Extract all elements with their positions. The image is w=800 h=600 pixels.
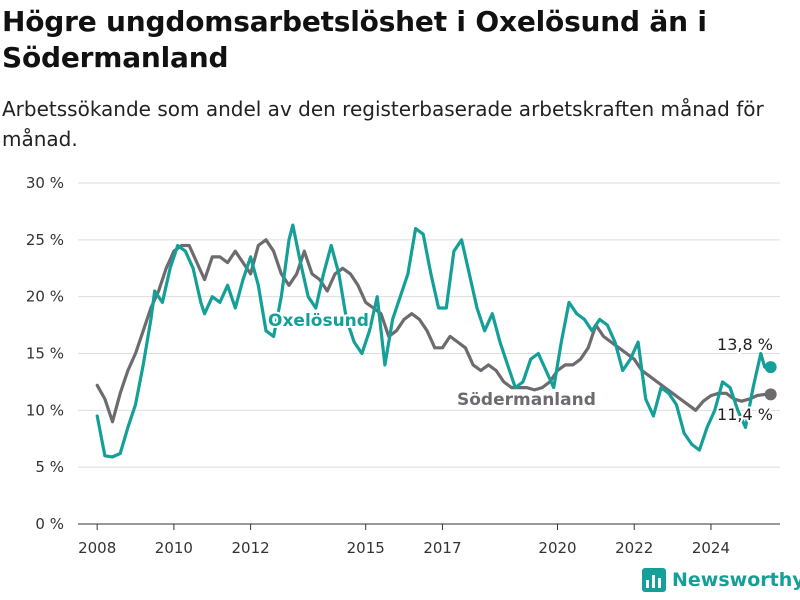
series-line-oxelosund bbox=[95, 223, 767, 459]
x-tick-label: 2017 bbox=[423, 539, 461, 557]
y-tick-label: 20 % bbox=[26, 288, 64, 306]
x-tick-label: 2010 bbox=[155, 539, 193, 557]
x-tick-label: 2015 bbox=[347, 539, 385, 557]
series-endpoint-sodermanland bbox=[764, 388, 777, 401]
series-label-sodermanland: Södermanland bbox=[457, 390, 596, 410]
chart-title: Högre ungdomsarbetslöshet i Oxelösund än… bbox=[2, 5, 707, 74]
x-tick-label: 2008 bbox=[78, 539, 116, 557]
x-tick-label: 2022 bbox=[615, 539, 653, 557]
x-tick-label: 2024 bbox=[692, 539, 730, 557]
y-tick-label: 10 % bbox=[26, 401, 64, 419]
x-tick-label: 2012 bbox=[232, 539, 270, 557]
series-label-oxelosund: Oxelösund bbox=[268, 311, 369, 331]
end-value-label-sodermanland: 11,4 % bbox=[717, 405, 773, 424]
y-tick-label: 15 % bbox=[26, 345, 64, 363]
y-tick-label: 5 % bbox=[35, 458, 64, 476]
end-value-label-oxelosund: 13,8 % bbox=[717, 335, 773, 354]
y-tick-label: 30 % bbox=[26, 174, 64, 192]
brand-name: Newsworthy bbox=[672, 569, 800, 591]
brand-logo: Newsworthy bbox=[642, 568, 800, 592]
newsworthy-logo-icon bbox=[642, 568, 666, 592]
chart-subtitle: Arbetssökande som andel av den registerb… bbox=[2, 97, 764, 151]
x-tick-label: 2020 bbox=[538, 539, 576, 557]
y-tick-label: 25 % bbox=[26, 231, 64, 249]
y-tick-label: 0 % bbox=[35, 515, 64, 533]
series-line-sodermanland bbox=[95, 238, 767, 424]
series-endpoint-oxelosund bbox=[764, 361, 777, 374]
